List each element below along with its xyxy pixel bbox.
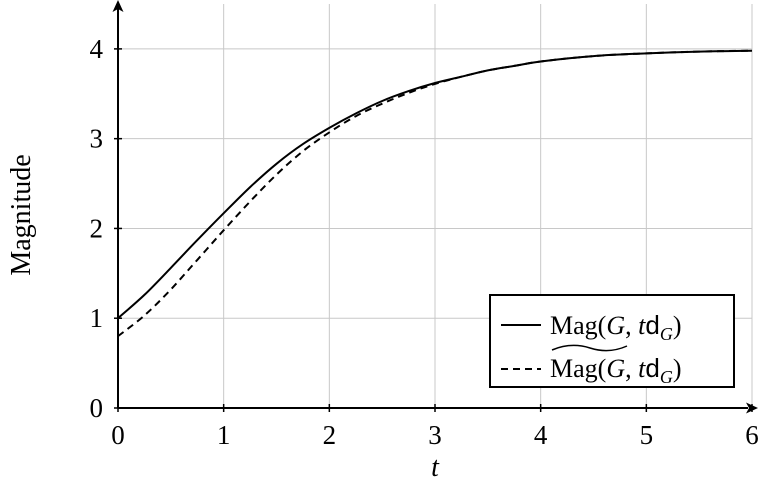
grid bbox=[118, 4, 753, 408]
tick-labels: 0 1 2 3 4 5 6 0 1 2 3 4 bbox=[90, 34, 759, 450]
x-tick-label: 4 bbox=[534, 420, 548, 450]
y-tick-label: 1 bbox=[90, 303, 104, 333]
x-tick-label: 5 bbox=[640, 420, 654, 450]
legend-tilde-mark bbox=[551, 344, 628, 352]
legend-box bbox=[489, 294, 735, 388]
y-axis-title: Magnitude bbox=[6, 154, 37, 275]
x-tick-label: 2 bbox=[323, 420, 337, 450]
y-tick-label: 4 bbox=[90, 34, 104, 64]
y-tick-label: 0 bbox=[90, 393, 104, 423]
x-tick-label: 3 bbox=[428, 420, 442, 450]
x-tick-label: 1 bbox=[217, 420, 231, 450]
x-tick-label: 0 bbox=[111, 420, 125, 450]
series-lines bbox=[117, 49, 753, 337]
y-tick-label: 3 bbox=[90, 124, 104, 154]
x-tick-label: 6 bbox=[745, 420, 759, 450]
y-tick-label: 2 bbox=[90, 213, 104, 243]
legend-entry-mag-approx: Mag(G, tdG) bbox=[550, 353, 681, 387]
x-axis-title: t bbox=[431, 452, 440, 483]
series-line bbox=[117, 49, 753, 337]
y-axis-arrow-icon bbox=[112, 0, 124, 12]
axes bbox=[112, 0, 758, 414]
legend: Mag(G, tdG) Mag(G, tdG) bbox=[489, 294, 735, 388]
legend-entry-mag: Mag(G, tdG) bbox=[550, 310, 681, 344]
